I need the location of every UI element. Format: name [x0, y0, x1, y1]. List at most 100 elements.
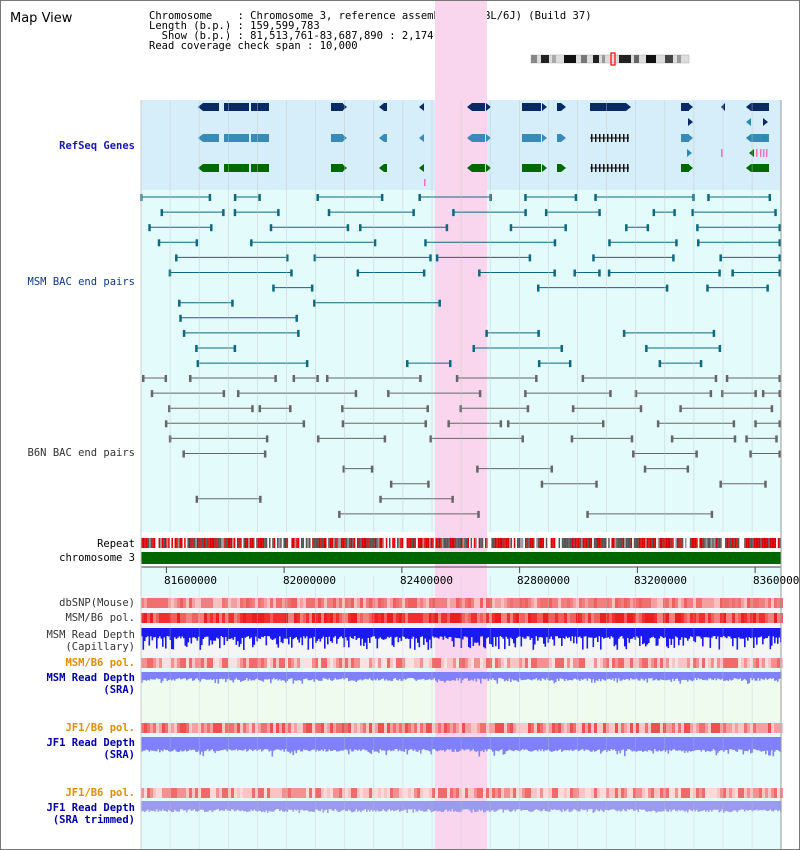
read-depth-bar — [291, 628, 293, 648]
read-depth-bar — [655, 628, 658, 646]
read-depth-bar — [252, 628, 254, 648]
chromosome-ideogram[interactable] — [530, 52, 690, 66]
read-depth-bar — [658, 672, 661, 681]
gene-strand-arrow — [486, 134, 491, 142]
read-depth-bar — [277, 672, 280, 681]
track-label-repeat: Repeat — [97, 538, 135, 550]
read-depth-bar — [753, 628, 755, 648]
read-depth-bar — [219, 672, 221, 679]
polymorphism-density-cell — [423, 613, 426, 623]
repeat-element — [582, 538, 585, 548]
polymorphism-density-cell — [516, 598, 519, 608]
read-depth-bar — [720, 628, 722, 638]
polymorphism-density-cell — [690, 598, 693, 608]
read-depth-bar — [759, 628, 761, 638]
track-label-b6n-bac[interactable]: B6N BAC end pairs — [27, 447, 135, 459]
read-depth-bar — [220, 801, 223, 811]
read-depth-bar — [363, 737, 365, 750]
track-label-msm-depth-capillary[interactable]: MSM Read Depth (Capillary) — [46, 629, 135, 653]
polymorphism-density-cell — [336, 658, 339, 668]
polymorphism-density-cell — [348, 598, 351, 608]
polymorphism-density-cell — [141, 613, 144, 623]
read-depth-bar — [523, 801, 526, 811]
repeat-element — [429, 538, 431, 548]
polymorphism-density-cell — [456, 598, 459, 608]
polymorphism-density-cell — [726, 613, 729, 623]
read-depth-bar — [223, 801, 226, 811]
read-depth-bar — [304, 628, 307, 639]
read-depth-bar — [330, 801, 332, 810]
repeat-element — [653, 538, 655, 548]
polymorphism-density-cell — [555, 613, 558, 623]
read-depth-bar — [291, 672, 293, 679]
read-depth-bar — [450, 737, 452, 750]
read-depth-bar — [246, 801, 248, 812]
bac-end — [732, 420, 736, 428]
repeat-element — [598, 538, 601, 548]
read-depth-bar — [598, 737, 601, 750]
polymorphism-density-cell — [165, 788, 168, 798]
track-label-refseq-genes[interactable]: RefSeq Genes — [59, 140, 135, 152]
polymorphism-density-cell — [525, 613, 528, 623]
bac-end — [778, 375, 781, 382]
polymorphism-density-cell — [474, 658, 477, 668]
read-depth-bar — [579, 628, 581, 637]
repeat-element — [195, 538, 197, 548]
read-depth-bar — [723, 737, 725, 752]
repeat-element — [368, 538, 370, 548]
track-label-jf1-pol[interactable]: JF1/B6 pol. — [65, 722, 135, 734]
polymorphism-density-cell — [711, 598, 714, 608]
polymorphism-density-cell — [435, 598, 438, 608]
read-depth-bar — [372, 672, 374, 681]
track-label-msm-pol[interactable]: MSM/B6 pol. — [65, 612, 135, 624]
polymorphism-density-cell — [279, 723, 282, 733]
read-depth-bar — [387, 801, 389, 811]
read-depth-bar — [295, 628, 298, 638]
read-depth-bar — [552, 628, 554, 640]
repeat-element — [437, 538, 439, 548]
track-label-msm-pol-sra[interactable]: MSM/B6 pol. — [65, 657, 135, 669]
polymorphism-density-cell — [426, 788, 429, 798]
read-depth-bar — [670, 737, 673, 751]
read-depth-bar — [639, 801, 641, 810]
gene-strand-arrow — [198, 164, 203, 172]
read-depth-bar — [778, 737, 781, 752]
bac-end — [478, 269, 481, 277]
repeat-element — [475, 538, 477, 548]
track-label-jf1-depth-trimmed[interactable]: JF1 Read Depth (SRA trimmed) — [46, 802, 135, 826]
read-depth-bar — [243, 672, 245, 681]
polymorphism-density-cell — [621, 658, 624, 668]
polymorphism-density-cell — [741, 788, 744, 798]
polymorphism-density-cell — [735, 598, 738, 608]
read-depth-bar — [681, 628, 683, 638]
read-depth-bar — [591, 672, 593, 683]
read-depth-bar — [262, 672, 265, 682]
read-depth-bar — [588, 672, 590, 679]
read-depth-bar — [528, 672, 530, 680]
repeat-element — [326, 538, 329, 548]
track-label-jf1-depth-sra[interactable]: JF1 Read Depth (SRA) — [46, 737, 135, 761]
track-label-jf1-pol-trimmed[interactable]: JF1/B6 pol. — [65, 787, 135, 799]
read-depth-bar — [403, 672, 406, 679]
read-depth-bar — [183, 801, 185, 811]
repeat-element — [355, 538, 357, 548]
read-depth-bar — [475, 628, 478, 643]
track-label-msm-bac[interactable]: MSM BAC end pairs — [27, 276, 135, 288]
read-depth-bar — [543, 672, 545, 679]
polymorphism-density-cell — [210, 723, 213, 733]
polymorphism-density-cell — [237, 613, 240, 623]
polymorphism-density-cell — [462, 613, 465, 623]
polymorphism-density-cell — [720, 658, 723, 668]
polymorphism-density-cell — [438, 658, 441, 668]
repeat-element — [613, 538, 615, 548]
track-label-dbsnp[interactable]: dbSNP(Mouse) — [59, 597, 135, 609]
polymorphism-density-cell — [636, 723, 639, 733]
read-depth-bar — [636, 737, 638, 752]
read-depth-bar — [696, 628, 698, 637]
repeat-element — [502, 538, 505, 548]
track-label-msm-depth-sra[interactable]: MSM Read Depth (SRA) — [46, 672, 135, 696]
polymorphism-density-cell — [402, 788, 405, 798]
polymorphism-density-cell — [537, 613, 540, 623]
read-depth-bar — [393, 737, 395, 751]
polymorphism-density-cell — [171, 658, 174, 668]
